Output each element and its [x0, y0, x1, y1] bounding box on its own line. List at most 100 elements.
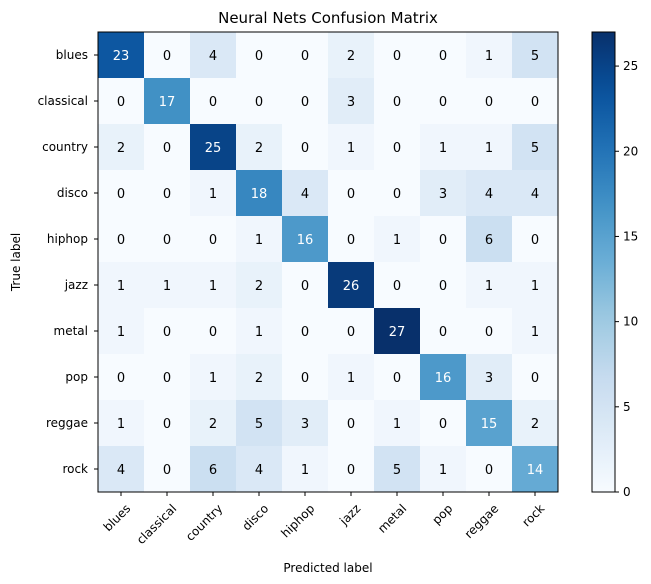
cell-value-label: 0 [439, 95, 447, 110]
heatmap-cell [420, 78, 466, 124]
cell-value-label: 2 [255, 371, 263, 386]
heatmap-cells: 23 0 4 0 0 2 0 0 1 50 17 0 0 0 3 0 0 0 02 0 25 2 0 1 0 1 1 50 0 1 18 4 0… [98, 32, 558, 492]
cell-value-label: 0 [439, 49, 447, 64]
colorbar-gradient [591, 31, 616, 493]
heatmap-cell [282, 446, 328, 492]
colorbar-ticks: 0 5 10 15 20 25 [615, 59, 638, 499]
colorbar-tick-label: 5 [623, 400, 631, 414]
heatmap-cell [236, 400, 282, 446]
cell-value-label: 27 [389, 325, 406, 340]
cell-value-label: 0 [255, 49, 263, 64]
colorbar-tick-label: 20 [623, 144, 638, 158]
cell-value-label: 0 [439, 325, 447, 340]
cell-value-label: 16 [435, 371, 452, 386]
heatmap-cell [98, 78, 144, 124]
cell-value-label: 0 [347, 233, 355, 248]
heatmap-cell [282, 354, 328, 400]
cell-value-label: 0 [485, 463, 493, 478]
cell-value-label: 0 [163, 371, 171, 386]
heatmap-cell [282, 32, 328, 78]
cell-value-label: 1 [393, 417, 401, 432]
cell-value-label: 1 [117, 325, 125, 340]
cell-value-label: 6 [209, 463, 217, 478]
heatmap-cell [420, 32, 466, 78]
heatmap-cell [190, 400, 236, 446]
cell-value-label: 2 [531, 417, 539, 432]
heatmap-cell [236, 446, 282, 492]
heatmap-cell [144, 32, 190, 78]
cell-value-label: 14 [527, 463, 544, 478]
heatmap-cell [328, 308, 374, 354]
heatmap-cell [512, 124, 558, 170]
heatmap-cell [466, 354, 512, 400]
colorbar-tick-label: 25 [623, 59, 638, 73]
heatmap-cell [466, 308, 512, 354]
y-axis-label: True label [9, 233, 23, 292]
heatmap-cell [98, 262, 144, 308]
x-tick-label: hiphop [278, 501, 317, 540]
cell-value-label: 0 [255, 95, 263, 110]
heatmap-cell [144, 446, 190, 492]
cell-value-label: 0 [209, 95, 217, 110]
heatmap-cell [512, 170, 558, 216]
cell-value-label: 2 [255, 141, 263, 156]
heatmap-cell [374, 124, 420, 170]
heatmap-cell [512, 354, 558, 400]
heatmap-cell [144, 78, 190, 124]
cell-value-label: 5 [255, 417, 263, 432]
cell-value-label: 0 [393, 187, 401, 202]
cell-value-label: 0 [393, 371, 401, 386]
cell-value-label: 0 [439, 279, 447, 294]
y-tick-label: reggae [46, 416, 88, 430]
cell-value-label: 1 [393, 233, 401, 248]
heatmap-cell [420, 124, 466, 170]
cell-value-label: 0 [347, 417, 355, 432]
cell-value-label: 0 [117, 233, 125, 248]
cell-value-label: 0 [117, 187, 125, 202]
heatmap-cell [466, 216, 512, 262]
cell-value-label: 1 [531, 279, 539, 294]
heatmap-cell [328, 78, 374, 124]
x-axis-ticks: blues classical country disco hiphop jazz meta… [101, 492, 547, 547]
cell-value-label: 1 [301, 463, 309, 478]
heatmap-cell [512, 400, 558, 446]
heatmap-cell [98, 32, 144, 78]
heatmap-cell [236, 124, 282, 170]
cell-value-label: 2 [117, 141, 125, 156]
heatmap-cell [190, 32, 236, 78]
heatmap-cell [466, 170, 512, 216]
heatmap-cell [328, 32, 374, 78]
cell-value-label: 0 [163, 325, 171, 340]
cell-value-label: 0 [301, 95, 309, 110]
cell-value-label: 5 [393, 463, 401, 478]
cell-value-label: 1 [439, 141, 447, 156]
heatmap-cell [282, 170, 328, 216]
cell-value-label: 2 [209, 417, 217, 432]
cell-value-label: 2 [347, 49, 355, 64]
cell-value-label: 0 [117, 371, 125, 386]
cell-value-label: 0 [301, 325, 309, 340]
heatmap-cell [328, 216, 374, 262]
cell-value-label: 0 [531, 233, 539, 248]
heatmap-cell [374, 78, 420, 124]
colorbar-tick-label: 0 [623, 485, 631, 499]
cell-value-label: 0 [301, 371, 309, 386]
heatmap-cell [282, 308, 328, 354]
heatmap-cell [466, 446, 512, 492]
heatmap-cell [144, 354, 190, 400]
colorbar-tick-label: 10 [623, 315, 638, 329]
chart-title: Neural Nets Confusion Matrix [218, 9, 438, 27]
cell-value-label: 0 [531, 95, 539, 110]
cell-value-label: 23 [113, 49, 130, 64]
heatmap-cell [374, 262, 420, 308]
cell-value-label: 0 [163, 49, 171, 64]
heatmap-cell [466, 78, 512, 124]
heatmap-cell [190, 262, 236, 308]
heatmap-cell [466, 124, 512, 170]
heatmap-cell [374, 400, 420, 446]
heatmap-cell [466, 262, 512, 308]
heatmap-cell [144, 262, 190, 308]
heatmap-cell [420, 308, 466, 354]
cell-value-label: 0 [347, 187, 355, 202]
y-tick-label: country [42, 140, 88, 154]
